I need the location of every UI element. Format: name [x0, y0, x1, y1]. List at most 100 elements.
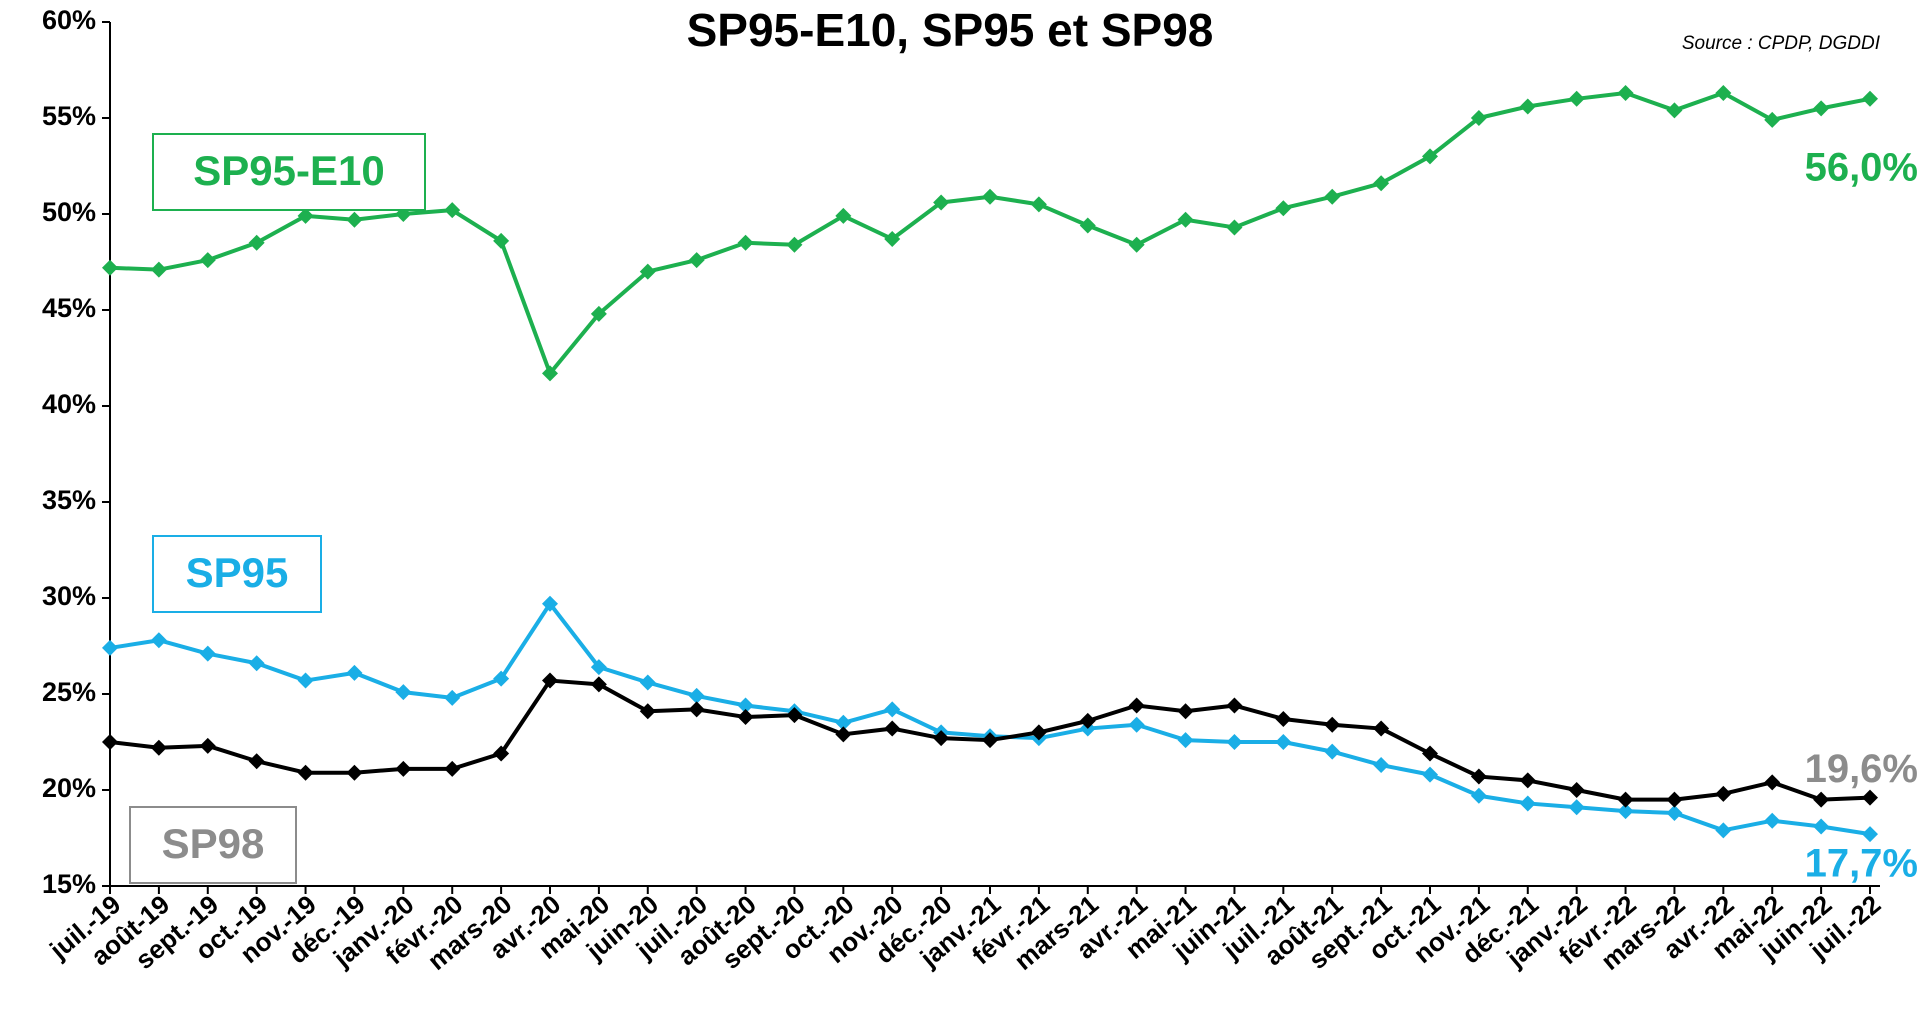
data-point: [590, 676, 607, 693]
data-point: [982, 188, 998, 205]
data-label: 56,0%: [1805, 145, 1918, 189]
y-tick-label: 60%: [42, 5, 96, 35]
chart-title: SP95-E10, SP95 et SP98: [687, 4, 1214, 56]
data-point: [1470, 110, 1487, 126]
y-tick-label: 20%: [42, 773, 96, 803]
data-point: [1764, 774, 1781, 791]
data-point: [737, 709, 754, 726]
data-point: [1764, 111, 1781, 128]
data-point: [1079, 217, 1096, 234]
data-point: [248, 655, 265, 672]
data-point: [444, 760, 461, 777]
data-point: [102, 259, 118, 276]
data-point: [1862, 789, 1878, 806]
data-point: [1715, 785, 1732, 802]
data-point: [933, 730, 950, 747]
data-point: [1813, 818, 1830, 835]
data-point: [346, 664, 363, 681]
series-line: [109, 601, 1871, 837]
data-point: [1128, 236, 1145, 253]
data-point: [1226, 734, 1243, 750]
data-point: [297, 207, 314, 224]
data-point: [590, 305, 607, 322]
data-point: [1470, 768, 1487, 785]
data-point: [1030, 196, 1047, 213]
data-point: [688, 701, 705, 718]
legend-label: SP98: [162, 820, 265, 867]
data-point: [835, 714, 852, 731]
data-point: [493, 232, 510, 249]
data-point: [1862, 826, 1878, 843]
data-point: [150, 261, 167, 278]
data-point: [884, 701, 901, 718]
data-point: [590, 659, 607, 676]
data-point: [1324, 188, 1341, 205]
data-point: [933, 194, 950, 211]
data-point: [1275, 710, 1292, 727]
data-point: [102, 734, 118, 750]
data-point: [1519, 98, 1536, 115]
data-point: [1324, 743, 1341, 760]
data-point: [1177, 703, 1194, 720]
data-point: [639, 703, 656, 720]
data-point: [1617, 791, 1634, 808]
data-point: [1422, 766, 1438, 783]
data-point: [297, 672, 314, 689]
y-tick-label: 30%: [42, 581, 96, 611]
data-point: [542, 365, 558, 382]
data-point: [542, 672, 558, 689]
y-tick-label: 15%: [42, 869, 96, 899]
data-point: [248, 753, 265, 770]
data-point: [639, 263, 656, 280]
data-point: [395, 760, 412, 777]
data-point: [1373, 175, 1390, 192]
data-point: [1666, 791, 1683, 808]
data-point: [1275, 200, 1292, 217]
data-point: [1568, 799, 1585, 816]
data-point: [297, 764, 314, 781]
data-point: [1226, 697, 1243, 714]
data-point: [786, 236, 803, 253]
y-tick-label: 25%: [42, 677, 96, 707]
data-point: [1128, 716, 1145, 733]
y-tick-label: 40%: [42, 389, 96, 419]
data-point: [1470, 787, 1487, 804]
data-point: [688, 687, 705, 704]
data-point: [346, 211, 363, 228]
data-point: [1813, 791, 1830, 808]
data-point: [346, 764, 363, 781]
data-point: [1324, 716, 1341, 733]
data-point: [1862, 90, 1878, 107]
data-point: [395, 684, 412, 701]
data-label: 19,6%: [1805, 747, 1918, 791]
data-point: [1275, 734, 1292, 750]
data-point: [1030, 724, 1047, 741]
data-point: [835, 726, 852, 743]
data-point: [639, 674, 656, 691]
data-point: [1666, 102, 1683, 119]
data-point: [1226, 219, 1243, 236]
source-note: Source : CPDP, DGDDI: [1682, 33, 1881, 54]
data-point: [1715, 85, 1732, 102]
data-point: [1617, 85, 1634, 102]
data-point: [1177, 211, 1194, 228]
data-point: [444, 689, 461, 706]
data-point: [1568, 90, 1585, 107]
data-point: [737, 234, 754, 251]
data-point: [1617, 803, 1634, 820]
legend-box: [152, 535, 322, 613]
data-point: [493, 745, 510, 762]
data-point: [248, 234, 265, 251]
y-tick-label: 35%: [42, 485, 96, 515]
y-tick-label: 45%: [42, 293, 96, 323]
y-tick-label: 50%: [42, 197, 96, 227]
data-point: [102, 639, 118, 656]
data-point: [786, 707, 803, 724]
data-point: [1666, 805, 1683, 822]
data-point: [1764, 812, 1781, 829]
data-point: [1519, 795, 1536, 812]
y-tick-label: 55%: [42, 101, 96, 131]
data-point: [199, 645, 216, 662]
data-point: [1422, 148, 1438, 165]
